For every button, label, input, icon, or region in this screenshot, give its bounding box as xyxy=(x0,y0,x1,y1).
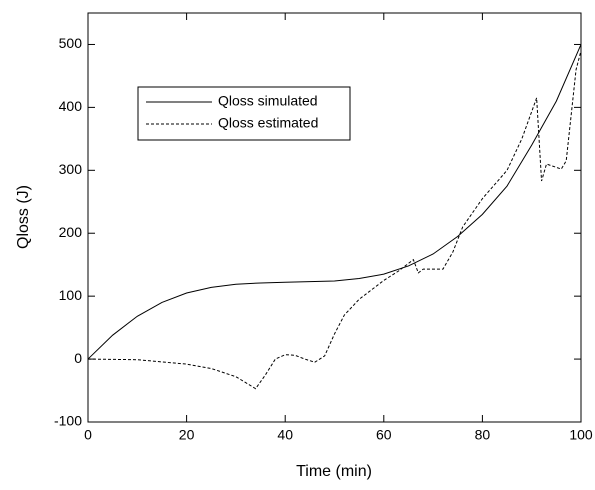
x-tick-label: 100 xyxy=(569,427,593,443)
legend-label: Qloss estimated xyxy=(218,115,318,131)
y-tick-label: 100 xyxy=(59,287,83,303)
y-tick-label: 500 xyxy=(59,35,83,51)
x-tick-label: 60 xyxy=(376,427,392,443)
legend-label: Qloss simulated xyxy=(218,93,318,109)
y-tick-label: -100 xyxy=(54,413,82,429)
x-tick-label: 20 xyxy=(179,427,195,443)
x-tick-label: 80 xyxy=(475,427,491,443)
legend-box xyxy=(137,86,351,141)
data-line xyxy=(87,50,582,390)
y-tick-label: 400 xyxy=(59,98,83,114)
y-tick-label: 200 xyxy=(59,224,83,240)
y-tick-label: 0 xyxy=(74,350,82,366)
x-tick-label: 0 xyxy=(84,427,92,443)
y-tick-label: 300 xyxy=(59,161,83,177)
x-axis-label: Time (min) xyxy=(296,463,372,480)
x-tick-label: 40 xyxy=(277,427,293,443)
plot-frame xyxy=(87,12,582,423)
y-axis-label: Qloss (J) xyxy=(15,185,32,249)
data-line xyxy=(87,44,582,360)
